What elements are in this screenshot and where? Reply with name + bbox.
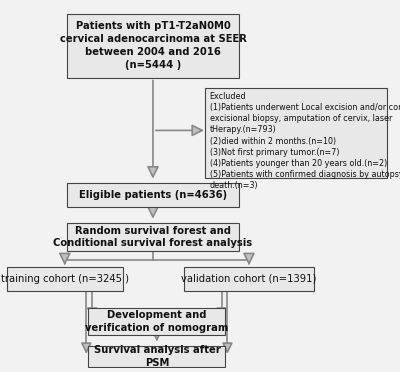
Text: training cohort (n=3245 ): training cohort (n=3245 ) — [1, 274, 129, 284]
Text: Survival analysis after
PSM: Survival analysis after PSM — [94, 345, 220, 368]
FancyBboxPatch shape — [67, 223, 239, 251]
Text: Eligible patients (n=4636): Eligible patients (n=4636) — [79, 190, 227, 200]
Text: Development and
verification of nomogram: Development and verification of nomogram — [85, 310, 228, 333]
FancyBboxPatch shape — [184, 267, 314, 291]
FancyBboxPatch shape — [88, 346, 226, 367]
FancyBboxPatch shape — [67, 14, 239, 77]
Text: validation cohort (n=1391): validation cohort (n=1391) — [181, 274, 317, 284]
FancyBboxPatch shape — [7, 267, 122, 291]
Text: Excluded
(1)Patients underwent Local excision and/or conization,
excisional biop: Excluded (1)Patients underwent Local exc… — [210, 92, 400, 190]
FancyBboxPatch shape — [67, 183, 239, 207]
FancyBboxPatch shape — [88, 308, 226, 335]
FancyBboxPatch shape — [205, 89, 387, 178]
Text: Random survival forest and
Conditional survival forest analysis: Random survival forest and Conditional s… — [53, 226, 252, 248]
Text: Patients with pT1-T2aN0M0
cervical adenocarcinoma at SEER
between 2004 and 2016
: Patients with pT1-T2aN0M0 cervical adeno… — [60, 22, 246, 70]
